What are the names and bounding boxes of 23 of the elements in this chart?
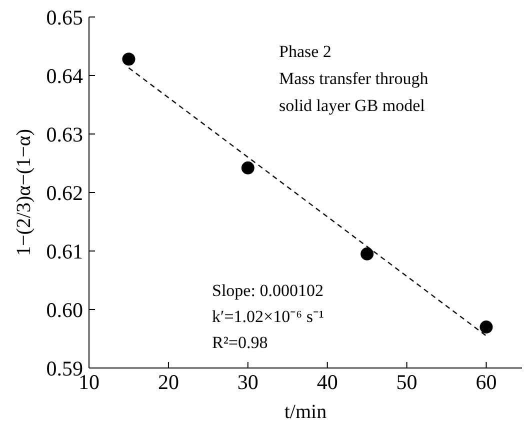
x-axis-title: t/min: [284, 401, 327, 423]
annotation: Mass transfer through: [279, 68, 428, 90]
point: [122, 52, 136, 66]
x-tick-label: 60: [476, 370, 497, 394]
x-tick-label: 50: [396, 370, 418, 394]
y-tick-label: 0.60: [46, 298, 83, 322]
point: [360, 247, 374, 260]
y-tick-label: 0.65: [46, 5, 83, 30]
y-tick-label: 0.62: [46, 180, 83, 205]
x-tick-label: 40: [316, 370, 338, 394]
y-tick-label: 0.64: [46, 64, 84, 88]
point: [241, 161, 254, 174]
annotation: Phase 2: [279, 41, 332, 63]
y-tick-label: 0.61: [46, 239, 83, 264]
x-tick-label: 20: [158, 370, 179, 394]
annotation: k′=1.02×10⁻⁶ s⁻¹: [212, 306, 324, 328]
annotation: solid layer GB model: [279, 95, 426, 117]
annotation: R²=0.98: [212, 332, 269, 354]
y-axis-title: 1−(2/3)α−(1−α): [13, 129, 35, 256]
x-tick-label: 30: [237, 370, 258, 394]
y-tick-label: 0.63: [46, 122, 83, 146]
annotation: Slope: 0.000102: [212, 280, 324, 302]
point: [480, 320, 493, 334]
